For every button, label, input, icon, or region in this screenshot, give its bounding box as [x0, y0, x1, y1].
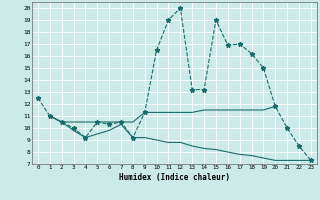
X-axis label: Humidex (Indice chaleur): Humidex (Indice chaleur)	[119, 173, 230, 182]
